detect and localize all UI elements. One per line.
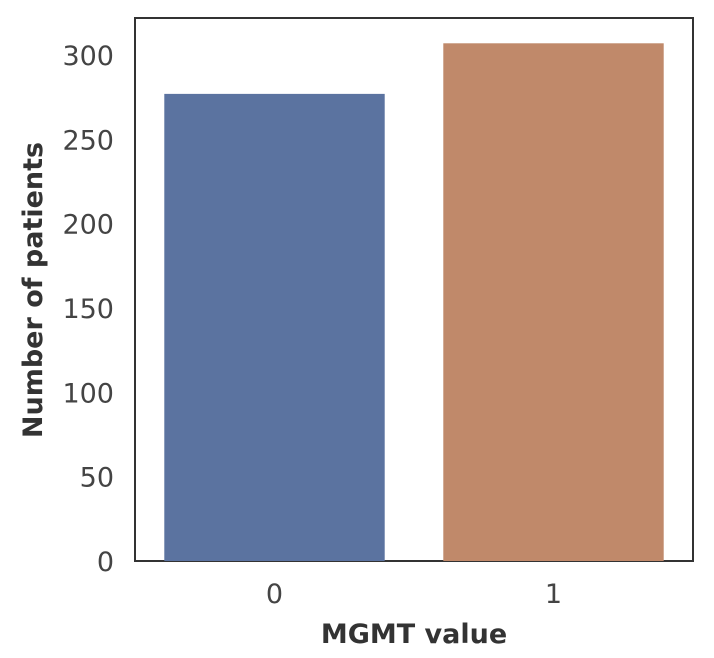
x-axis-title: MGMT value [321, 619, 507, 650]
x-tick-label-0: 0 [266, 579, 283, 610]
bar-1 [443, 43, 664, 561]
bar-0 [164, 93, 385, 561]
plot-area-frame [134, 17, 694, 562]
y-tick-label-150: 150 [62, 294, 114, 325]
x-tick-label-1: 1 [545, 579, 562, 610]
y-tick-label-300: 300 [62, 41, 114, 72]
y-tick-label-50: 50 [80, 463, 114, 494]
y-axis-ticks: 0 50 100 150 200 250 300 [62, 41, 114, 578]
bars-layer [164, 43, 664, 561]
y-tick-label-0: 0 [97, 547, 114, 578]
y-tick-label-200: 200 [62, 210, 114, 241]
y-axis-title: Number of patients [18, 142, 49, 438]
y-tick-label-100: 100 [62, 378, 114, 409]
y-tick-label-250: 250 [62, 125, 114, 156]
